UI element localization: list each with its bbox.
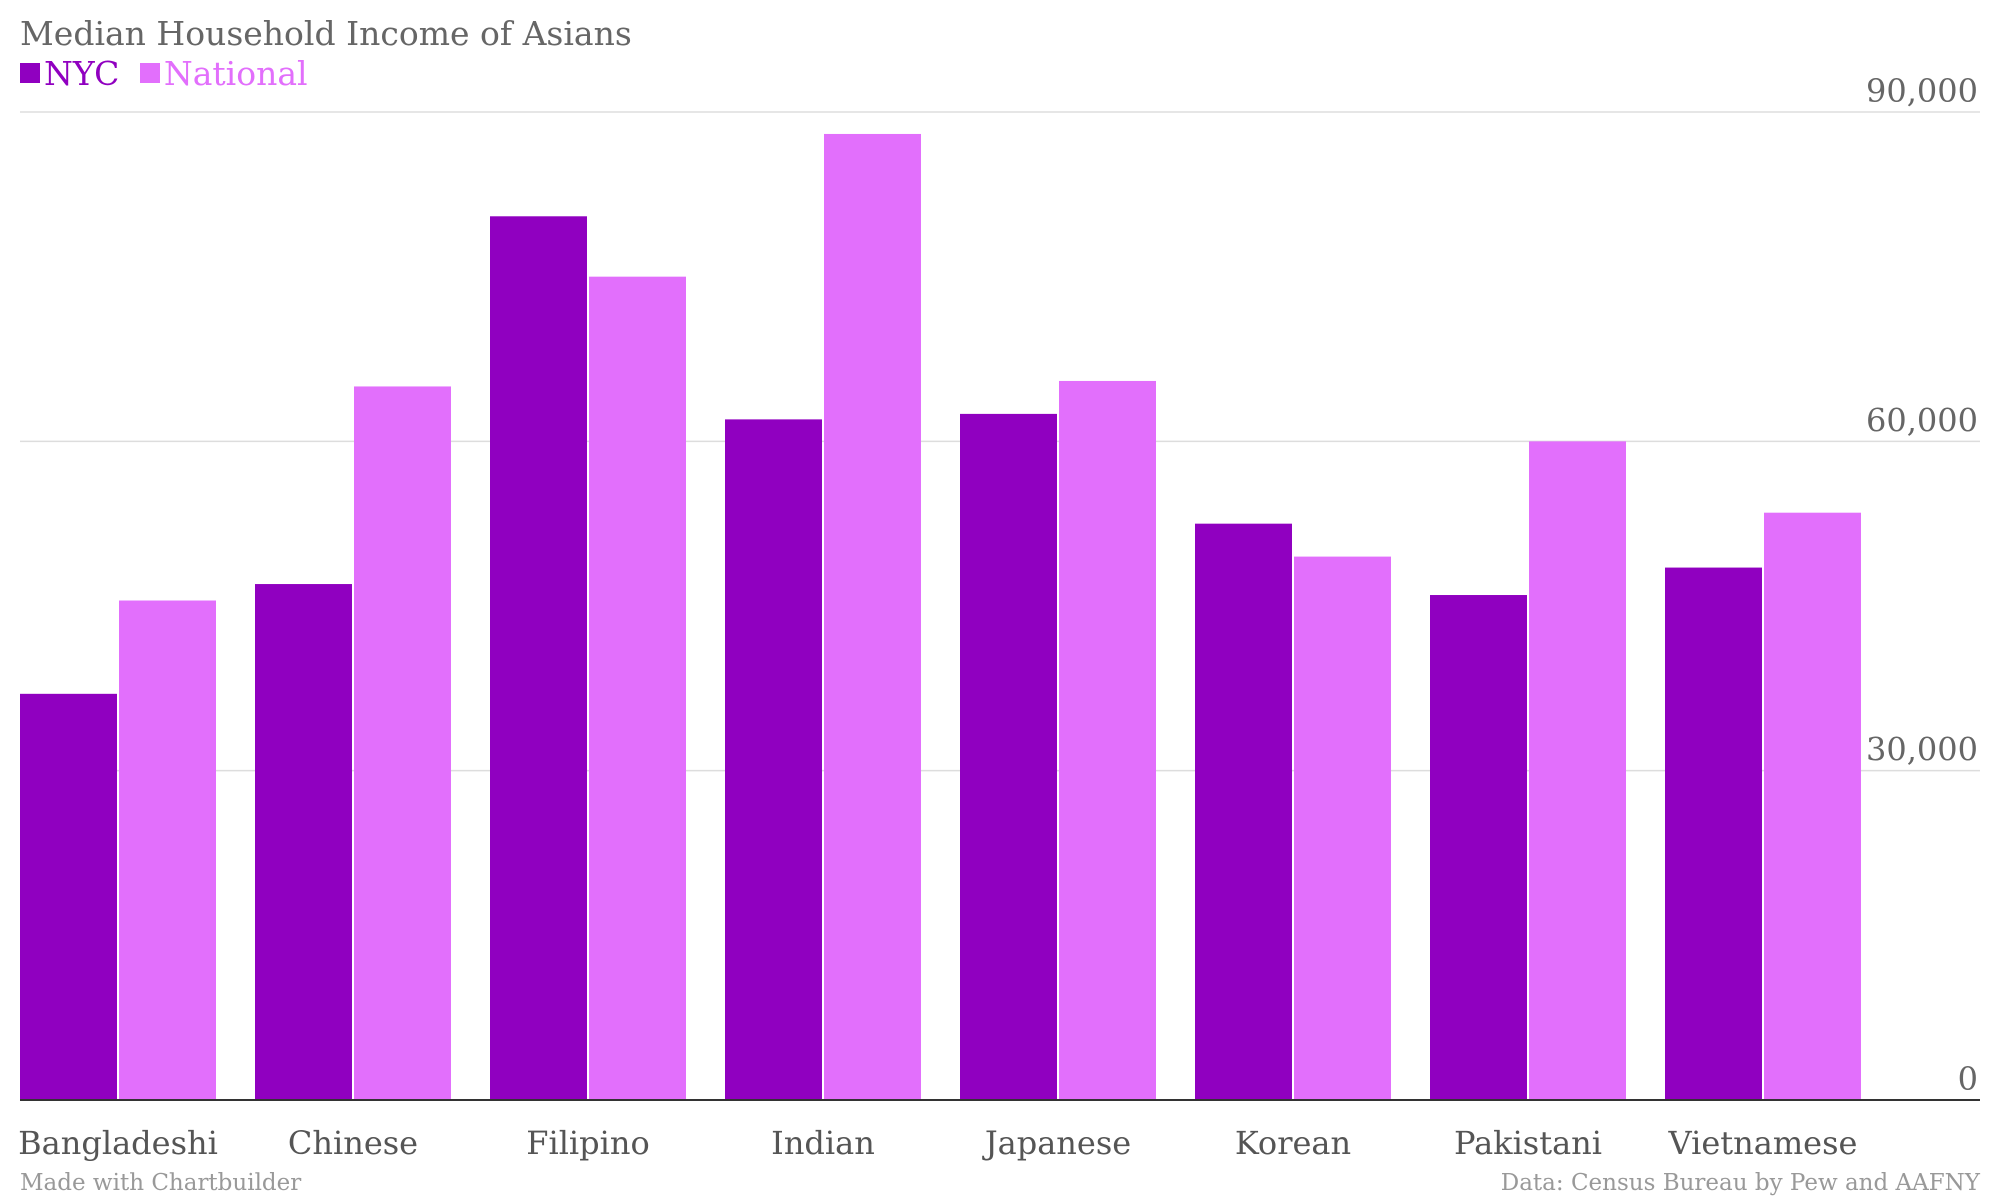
y-tick-label: 90,000 <box>1866 72 1978 110</box>
bar-nyc-filipino <box>490 216 587 1101</box>
x-tick-label: Filipino <box>526 1124 650 1162</box>
legend-item-national: National <box>139 53 308 93</box>
bar-nyc-korean <box>1195 523 1292 1100</box>
bar-national-pakistani <box>1529 441 1626 1100</box>
bar-national-bangladeshi <box>119 600 216 1100</box>
bar-national-korean <box>1294 556 1391 1100</box>
bar-nyc-pakistani <box>1430 595 1527 1100</box>
legend-label-nyc: NYC <box>44 53 120 93</box>
bar-national-japanese <box>1059 380 1156 1100</box>
x-tick-label: Vietnamese <box>1668 1124 1858 1162</box>
bar-nyc-bangladeshi <box>20 693 117 1100</box>
y-tick-label: 0 <box>1958 1060 1978 1098</box>
chart-credit: Made with Chartbuilder <box>20 1170 302 1196</box>
bar-nyc-vietnamese <box>1665 567 1762 1100</box>
bar-national-filipino <box>589 276 686 1101</box>
x-tick-label: Japanese <box>982 1124 1131 1162</box>
bar-nyc-chinese <box>255 584 352 1100</box>
y-tick-label: 30,000 <box>1866 731 1978 769</box>
x-tick-label: Pakistani <box>1454 1124 1602 1162</box>
legend-swatch-nyc <box>20 63 40 83</box>
x-tick-label: Chinese <box>288 1124 418 1162</box>
legend-swatch-national <box>139 63 160 83</box>
bar-national-indian <box>824 133 921 1100</box>
chart-title: Median Household Income of Asians <box>20 14 632 53</box>
bar-national-chinese <box>354 386 451 1100</box>
data-source: Data: Census Bureau by Pew and AAFNY <box>1500 1170 1980 1196</box>
chart-legend: NYC National <box>20 52 318 93</box>
y-tick-label: 60,000 <box>1866 401 1978 439</box>
x-tick-label: Indian <box>771 1124 875 1162</box>
x-tick-label: Bangladeshi <box>18 1124 218 1162</box>
legend-item-nyc: NYC <box>20 54 119 93</box>
bar-nyc-indian <box>725 419 822 1100</box>
bar-nyc-japanese <box>960 413 1057 1100</box>
x-tick-label: Korean <box>1235 1124 1351 1162</box>
bar-national-vietnamese <box>1764 512 1861 1100</box>
legend-label-national: National <box>163 53 308 93</box>
